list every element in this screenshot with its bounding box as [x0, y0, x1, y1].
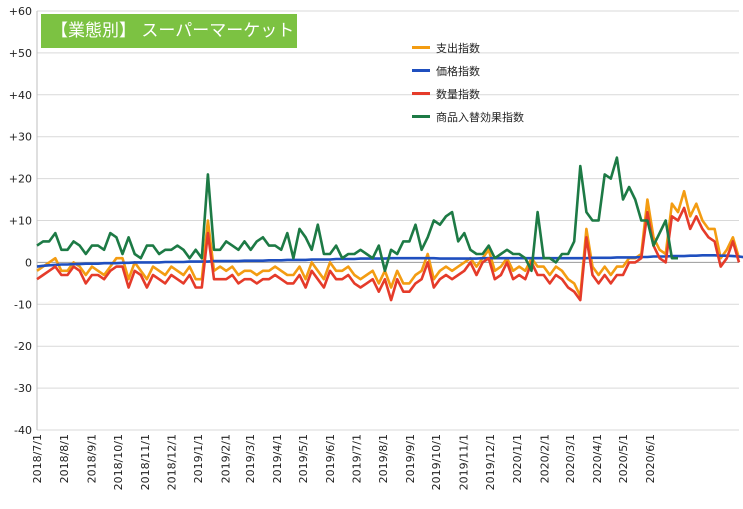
legend: 支出指数 価格指数 数量指数 商品入替効果指数 — [412, 36, 524, 128]
y-tick-label: -40 — [14, 424, 32, 437]
legend-swatch-spending — [412, 46, 430, 49]
x-tick-label: 2018/9/1 — [85, 434, 98, 483]
legend-label-quantity: 数量指数 — [436, 87, 480, 101]
x-tick-label: 2020/2/1 — [538, 434, 551, 483]
y-axis-ticks: +60 +50 +40 +30 +20 +10 0 -10 -20 -30 -40 — [9, 5, 32, 437]
x-axis-ticks: 2018/7/1 2018/8/1 2018/9/1 2018/10/1 2018/11… — [31, 434, 657, 490]
legend-swatch-price — [412, 69, 430, 72]
y-tick-label: -30 — [14, 382, 32, 395]
legend-item-replacement: 商品入替効果指数 — [412, 105, 524, 128]
x-tick-label: 2018/12/1 — [165, 434, 178, 490]
grid-lines — [36, 10, 739, 431]
legend-label-price: 価格指数 — [436, 64, 480, 78]
x-tick-label: 2018/10/1 — [112, 434, 125, 490]
x-tick-label: 2019/5/1 — [297, 434, 310, 483]
legend-swatch-replacement — [412, 115, 430, 118]
series-line-3 — [36, 156, 678, 273]
y-tick-label: +20 — [9, 173, 32, 186]
x-tick-label: 2019/4/1 — [271, 434, 284, 483]
x-tick-label: 2019/12/1 — [484, 434, 497, 490]
x-tick-label: 2019/6/1 — [324, 434, 337, 483]
y-tick-label: -10 — [14, 298, 32, 311]
series-line-1 — [36, 254, 743, 268]
series-lines — [36, 156, 743, 302]
x-tick-label: 2019/7/1 — [350, 434, 363, 483]
legend-label-replacement: 商品入替効果指数 — [436, 110, 524, 124]
x-tick-label: 2019/11/1 — [458, 434, 471, 490]
x-tick-label: 2019/2/1 — [220, 434, 233, 483]
x-tick-label: 2020/4/1 — [591, 434, 604, 483]
y-tick-label: +50 — [9, 47, 32, 60]
y-tick-label: -20 — [14, 340, 32, 353]
y-tick-label: +60 — [9, 5, 32, 18]
legend-item-quantity: 数量指数 — [412, 82, 524, 105]
legend-label-spending: 支出指数 — [436, 41, 480, 55]
y-tick-label: +30 — [9, 131, 32, 144]
series-line-0 — [36, 189, 741, 298]
x-tick-label: 2020/6/1 — [644, 434, 657, 483]
x-tick-label: 2018/8/1 — [58, 434, 71, 483]
chart-title: 【業態別】 スーパーマーケット — [41, 14, 297, 48]
series-line-2 — [36, 206, 741, 302]
x-tick-label: 2018/11/1 — [139, 434, 152, 490]
legend-item-spending: 支出指数 — [412, 36, 524, 59]
y-tick-label: +10 — [9, 215, 32, 228]
x-tick-label: 2020/5/1 — [617, 434, 630, 483]
x-tick-label: 2020/3/1 — [564, 434, 577, 483]
legend-item-price: 価格指数 — [412, 59, 524, 82]
legend-swatch-quantity — [412, 92, 430, 95]
x-tick-label: 2019/8/1 — [377, 434, 390, 483]
x-tick-label: 2019/9/1 — [404, 434, 417, 483]
y-tick-label: 0 — [25, 256, 32, 269]
x-tick-label: 2020/1/1 — [511, 434, 524, 483]
x-tick-label: 2019/1/1 — [192, 434, 205, 483]
x-tick-label: 2018/7/1 — [31, 434, 44, 483]
x-tick-label: 2019/10/1 — [430, 434, 443, 490]
x-tick-label: 2019/3/1 — [244, 434, 257, 483]
y-tick-label: +40 — [9, 89, 32, 102]
